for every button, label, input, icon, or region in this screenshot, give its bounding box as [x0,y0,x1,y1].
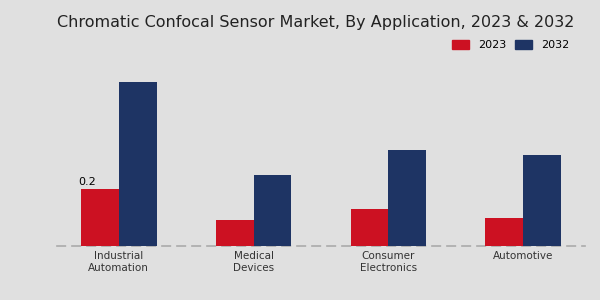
Bar [485,218,523,246]
Bar [254,175,292,246]
Bar [119,82,157,246]
Bar [216,220,254,246]
Text: Chromatic Confocal Sensor Market, By Application, 2023 & 2032: Chromatic Confocal Sensor Market, By App… [57,15,574,30]
Bar [81,189,119,246]
Bar [523,155,561,246]
Bar [350,209,388,246]
Text: 0.2: 0.2 [78,177,96,187]
Bar [388,150,426,246]
Legend: 2023, 2032: 2023, 2032 [452,40,569,50]
